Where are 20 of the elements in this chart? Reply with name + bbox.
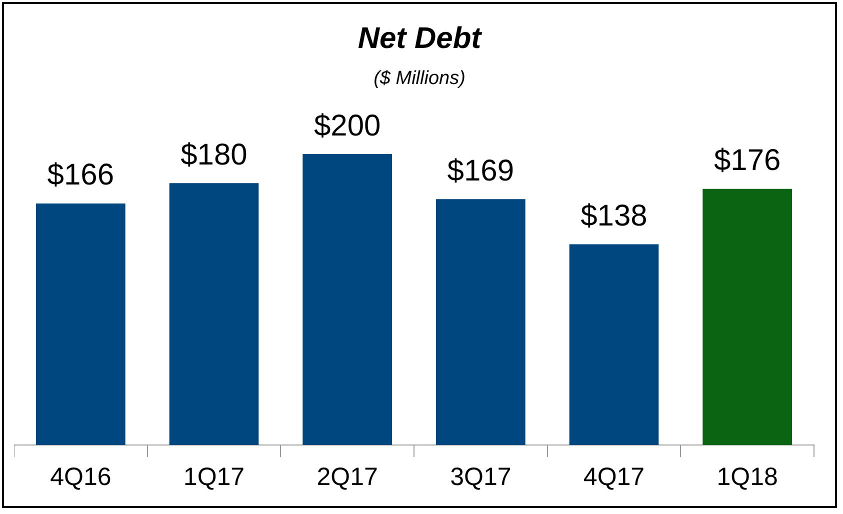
- x-tick-label: 3Q17: [450, 462, 512, 491]
- x-tick-label: 4Q17: [583, 462, 645, 491]
- data-label: $166: [47, 158, 114, 192]
- bar: [702, 188, 792, 445]
- bar: [169, 183, 259, 445]
- x-tick-label: 2Q17: [316, 462, 378, 491]
- bar: [569, 244, 659, 445]
- data-label: $180: [180, 138, 248, 172]
- x-tick-label: 4Q16: [50, 462, 112, 491]
- x-tick-label: 1Q18: [716, 462, 778, 491]
- bar: [36, 203, 126, 445]
- data-label: $176: [714, 144, 781, 178]
- data-label: $169: [447, 154, 514, 188]
- bar: [302, 154, 392, 445]
- chart-title: Net Debt: [356, 22, 484, 56]
- data-label: $138: [580, 199, 648, 232]
- chart-subtitle: ($ Millions): [372, 68, 466, 90]
- data-label: $200: [314, 109, 381, 142]
- bar: [436, 199, 526, 445]
- x-tick-label: 1Q17: [183, 462, 245, 491]
